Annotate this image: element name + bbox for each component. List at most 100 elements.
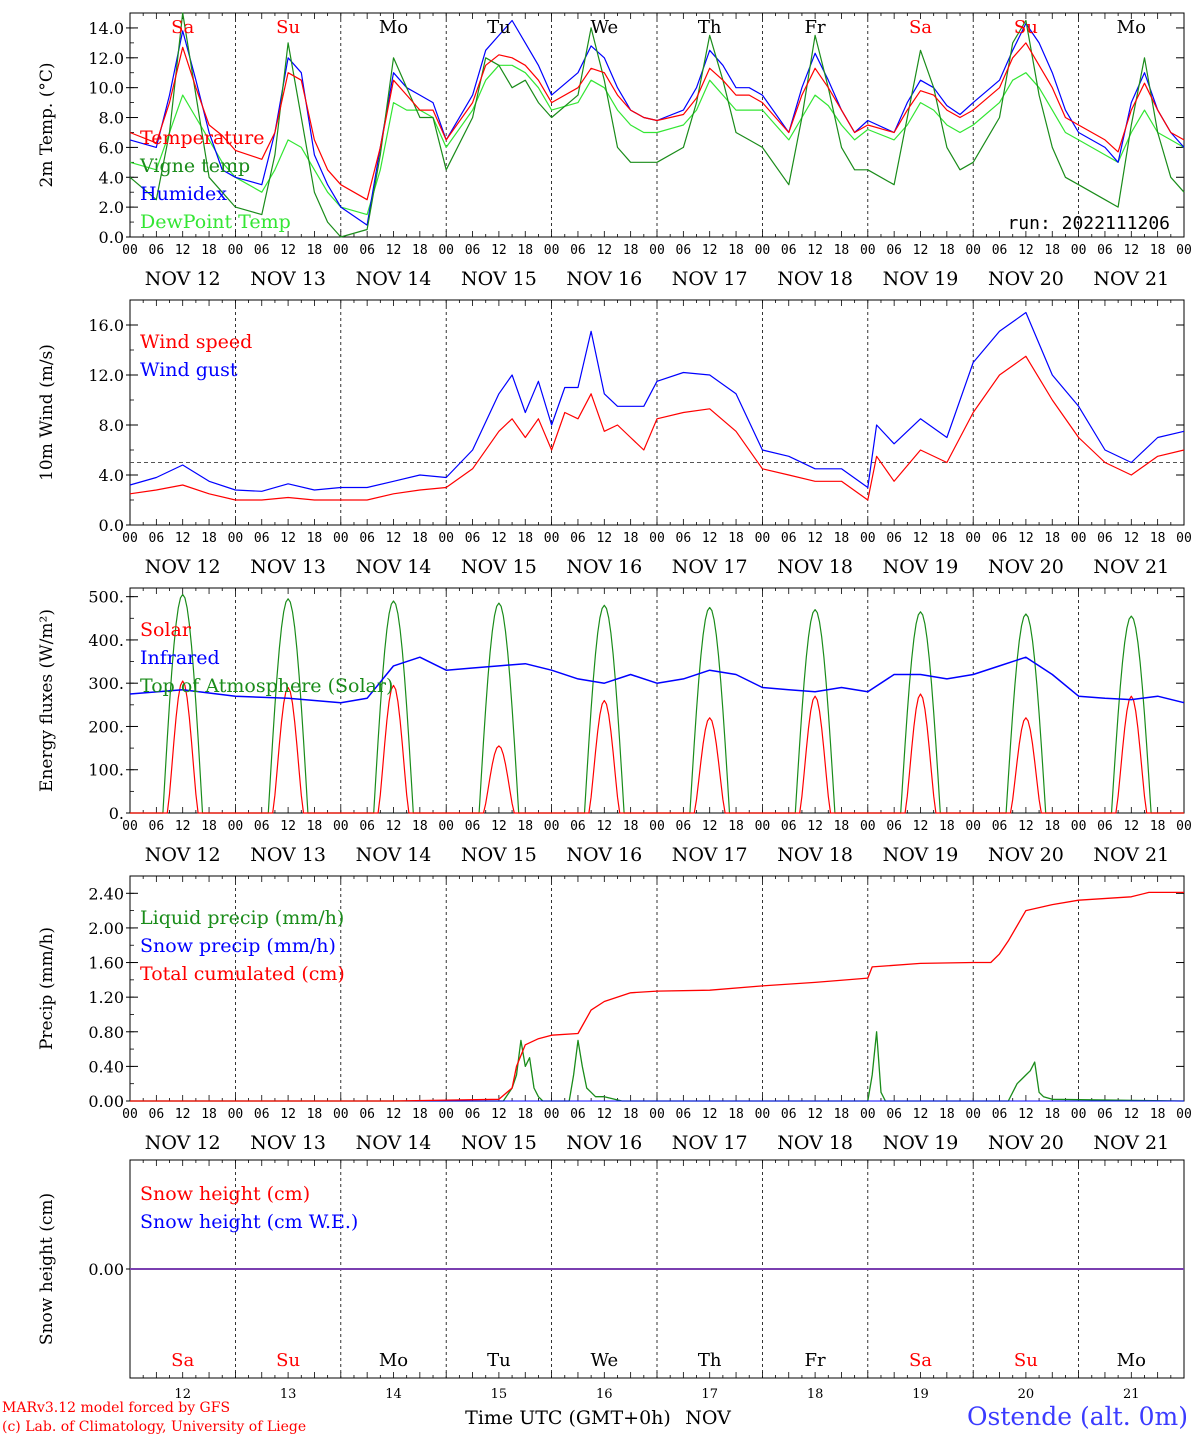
wind-hour-label: 06 [570,531,586,546]
energy-hour-label: 06 [886,819,902,834]
temperature-hour-label: 06 [465,243,481,258]
energy-date-label: NOV 21 [1093,844,1169,866]
wind-date-label: NOV 18 [777,556,853,578]
temperature-hour-label: 12 [1018,243,1034,258]
top-weekday-label: Sa [171,17,194,38]
precip-hour-label: 06 [149,1107,165,1122]
bottom-weekday-label: Fr [805,1350,826,1371]
temperature-hour-label: 00 [860,243,876,258]
day-number-label: 15 [491,1387,508,1402]
legend-snow-height-cm-w-e: Snow height (cm W.E.) [140,1211,358,1233]
wind-hour-label: 00 [649,531,665,546]
temperature-date-label: NOV 12 [145,268,221,290]
wind-hour-label: 12 [280,531,296,546]
top-weekday-label: Mo [1117,17,1146,38]
wind-hour-label: 18 [1044,531,1060,546]
energy-hour-label: 06 [465,819,481,834]
top-weekday-label: Mo [379,17,408,38]
energy-hour-label: 00 [1071,819,1087,834]
precip-hour-label: 12 [596,1107,612,1122]
energy-hour-label-end: 00 [1176,819,1192,834]
precip-hour-label: 12 [175,1107,191,1122]
energy-hour-label: 00 [860,819,876,834]
precip-hour-label: 06 [570,1107,586,1122]
top-weekday-label: Th [698,17,722,38]
wind-hour-label: 06 [254,531,270,546]
wind-hour-label: 06 [149,531,165,546]
legend-total-cumulated-cm: Total cumulated (cm) [140,963,345,985]
energy-hour-label: 18 [412,819,428,834]
precip-hour-label: 18 [307,1107,323,1122]
precip-date-label: NOV 12 [145,1132,221,1154]
wind-hour-label: 12 [386,531,402,546]
day-number-label: 19 [912,1387,929,1402]
top-weekday-label: Su [276,17,300,38]
precip-date-label: NOV 13 [250,1132,326,1154]
energy-date-label: NOV 13 [250,844,326,866]
temperature-y-tick-label: 2.0 [99,198,124,217]
temperature-y-tick-label: 8.0 [99,109,124,128]
precip-y-axis-label: Precip (mm/h) [37,927,57,1050]
precip-hour-label: 18 [728,1107,744,1122]
day-number-label: 14 [385,1387,402,1402]
temperature-hour-label: 00 [649,243,665,258]
temperature-hour-label: 12 [1123,243,1139,258]
precip-hour-label: 12 [913,1107,929,1122]
energy-hour-label: 06 [992,819,1008,834]
wind-hour-label: 12 [491,531,507,546]
bottom-weekday-label: We [590,1350,618,1371]
precip-hour-label: 12 [491,1107,507,1122]
precip-date-label: NOV 15 [461,1132,537,1154]
energy-y-tick-label: 0. [109,804,124,823]
day-number-label: 13 [280,1387,297,1402]
wind-hour-label: 00 [544,531,560,546]
precip-date-label: NOV 21 [1093,1132,1169,1154]
temperature-date-label: NOV 13 [250,268,326,290]
wind-hour-label: 18 [517,531,533,546]
wind-hour-label: 18 [834,531,850,546]
wind-y-tick-label: 4.0 [99,466,124,485]
energy-hour-label: 12 [1018,819,1034,834]
energy-hour-label: 00 [122,819,138,834]
energy-y-axis-label: Energy fluxes (W/m²) [37,609,57,792]
wind-hour-label: 18 [201,531,217,546]
energy-hour-label: 18 [517,819,533,834]
bottom-weekday-label: Tu [487,1350,511,1371]
energy-hour-label: 00 [965,819,981,834]
wind-date-label: NOV 14 [356,556,432,578]
energy-hour-label: 00 [649,819,665,834]
energy-date-label: NOV 20 [988,844,1064,866]
temperature-hour-label: 12 [280,243,296,258]
wind-hour-label: 00 [228,531,244,546]
bottom-weekday-label: Mo [379,1350,408,1371]
precip-date-label: NOV 14 [356,1132,432,1154]
wind-hour-label: 12 [1018,531,1034,546]
energy-date-label: NOV 19 [883,844,959,866]
legend-liquid-precip-mm-h: Liquid precip (mm/h) [140,907,344,929]
series-temperature [129,42,1185,201]
temperature-hour-label: 18 [307,243,323,258]
temperature-date-label: NOV 16 [566,268,642,290]
wind-y-tick-label: 16.0 [88,316,124,335]
energy-hour-label: 18 [939,819,955,834]
precip-hour-label: 12 [1018,1107,1034,1122]
model-credit: MARv3.12 model forced by GFS [2,1400,231,1416]
precip-y-tick-label: 2.40 [88,884,124,903]
energy-date-label: NOV 17 [672,844,748,866]
temperature-date-label: NOV 15 [461,268,537,290]
temperature-hour-label: 18 [728,243,744,258]
legend-vigne-temp: Vigne temp [139,155,250,177]
energy-hour-label: 18 [201,819,217,834]
series-dewpoint-temp [129,64,1185,216]
temperature-hour-label: 18 [1150,243,1166,258]
precip-hour-label: 18 [412,1107,428,1122]
precip-date-label: NOV 16 [566,1132,642,1154]
precip-hour-label: 06 [465,1107,481,1122]
wind-date-label: NOV 12 [145,556,221,578]
temperature-hour-label: 12 [175,243,191,258]
temperature-hour-label: 06 [254,243,270,258]
legend-humidex: Humidex [140,183,227,205]
precip-y-tick-label: 2.00 [88,919,124,938]
precip-hour-label: 00 [333,1107,349,1122]
